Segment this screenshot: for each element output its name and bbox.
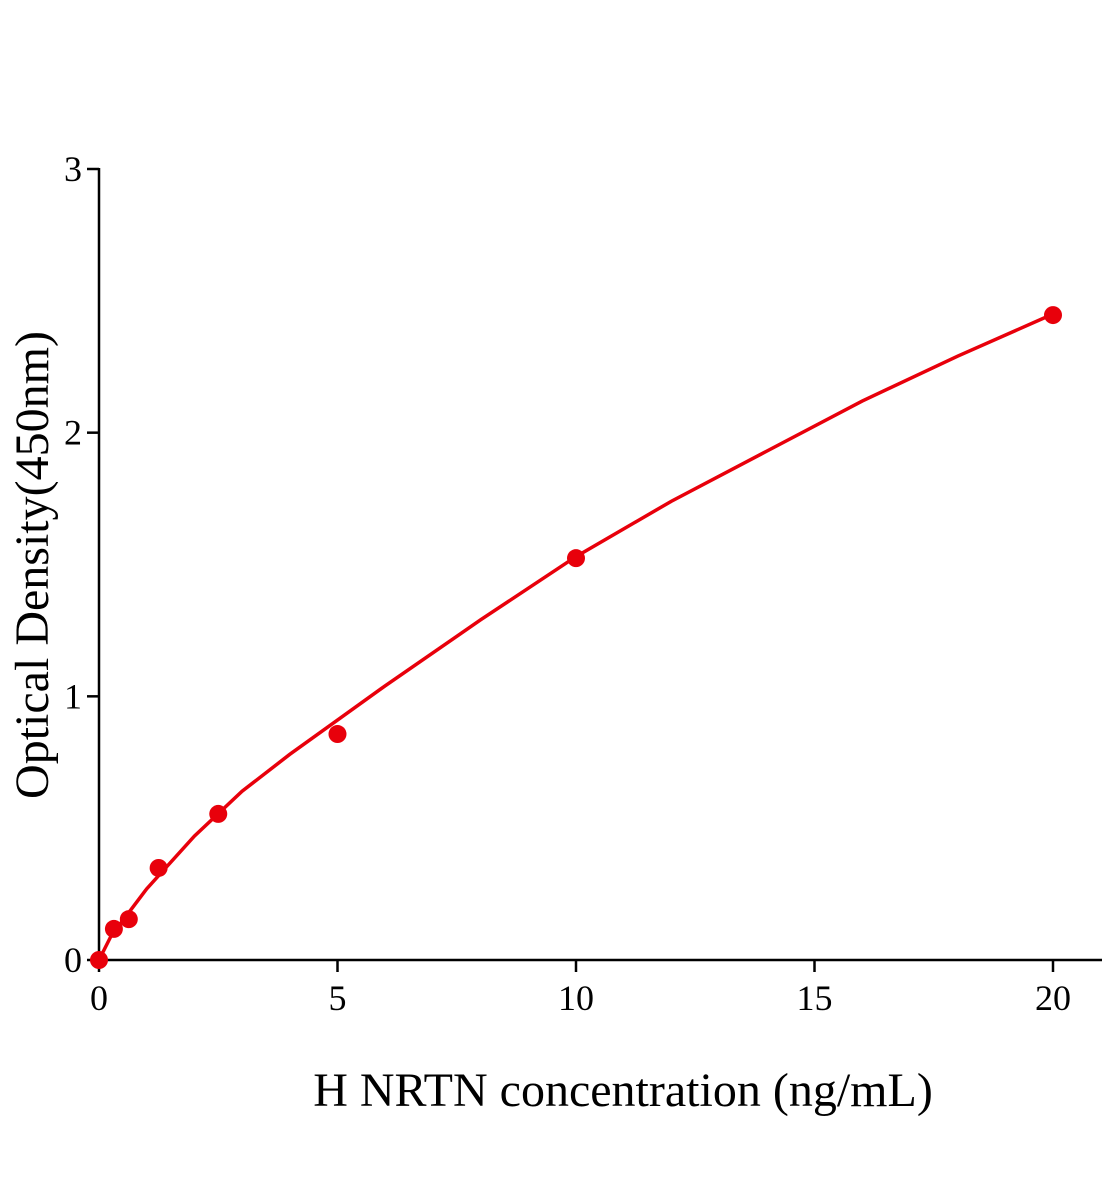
data-point — [104, 919, 123, 938]
y-axis-title: Optical Density(450nm) — [6, 331, 59, 799]
fit-curve — [97, 312, 1054, 961]
data-point — [119, 910, 138, 929]
data-point — [567, 549, 585, 568]
data-point — [1044, 306, 1062, 325]
x-tick-label: 5 — [329, 978, 347, 1018]
x-tick-label: 20 — [1035, 978, 1071, 1018]
x-tick-label: 15 — [797, 978, 833, 1018]
y-tick-label: 2 — [64, 413, 82, 453]
x-tick-label: 10 — [558, 978, 594, 1018]
y-tick-label: 3 — [64, 149, 82, 189]
x-axis-title: H NRTN concentration (ng/mL) — [313, 1064, 933, 1117]
y-tick-label: 1 — [64, 676, 82, 716]
data-point — [90, 951, 108, 969]
data-point — [328, 725, 347, 744]
x-tick-label: 0 — [90, 978, 108, 1018]
y-tick-label: 0 — [64, 940, 82, 980]
data-point — [209, 804, 228, 823]
data-point — [149, 858, 168, 877]
